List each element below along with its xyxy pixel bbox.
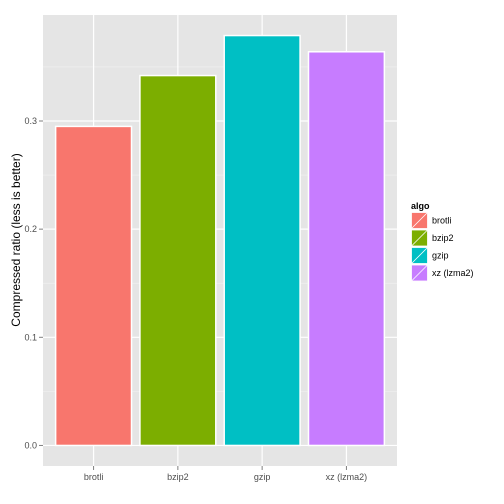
bar-xz-lzma2- (307, 51, 386, 447)
legend-item: brotli (410, 211, 452, 230)
legend-label: xz (lzma2) (432, 268, 474, 278)
bar-brotli (54, 125, 133, 447)
bar-gzip (223, 34, 301, 447)
legend-label: bzip2 (432, 233, 454, 243)
legend-label: gzip (432, 251, 449, 261)
legend: algo brotli bzip2 gzip xz (lzma2) (410, 201, 474, 282)
y-tick-label: 0.0 (24, 440, 37, 450)
legend-key-slash (411, 264, 428, 282)
x-tick-label: brotli (84, 472, 104, 482)
x-tick-label: bzip2 (167, 472, 189, 482)
legend-key-slash (411, 247, 428, 264)
legend-key-slash (411, 229, 428, 247)
y-axis-title: Compressed ratio (less is better) (9, 153, 23, 326)
x-tick-label: gzip (254, 472, 271, 482)
legend-title: algo (411, 201, 430, 211)
legend-item: xz (lzma2) (410, 264, 474, 282)
bar-bzip2 (139, 74, 217, 447)
y-axis: 0.0 0.1 0.2 0.3 (24, 116, 43, 450)
bars (54, 34, 386, 447)
x-axis: brotli bzip2 gzip xz (lzma2) (84, 466, 367, 482)
legend-label: brotli (432, 216, 452, 226)
legend-key-slash (411, 212, 428, 229)
y-tick-label: 0.2 (24, 224, 37, 234)
legend-item: gzip (410, 246, 449, 265)
x-tick-label: xz (lzma2) (326, 472, 368, 482)
y-tick-label: 0.3 (24, 116, 37, 126)
legend-item: bzip2 (410, 229, 454, 247)
y-tick-label: 0.1 (24, 332, 37, 342)
